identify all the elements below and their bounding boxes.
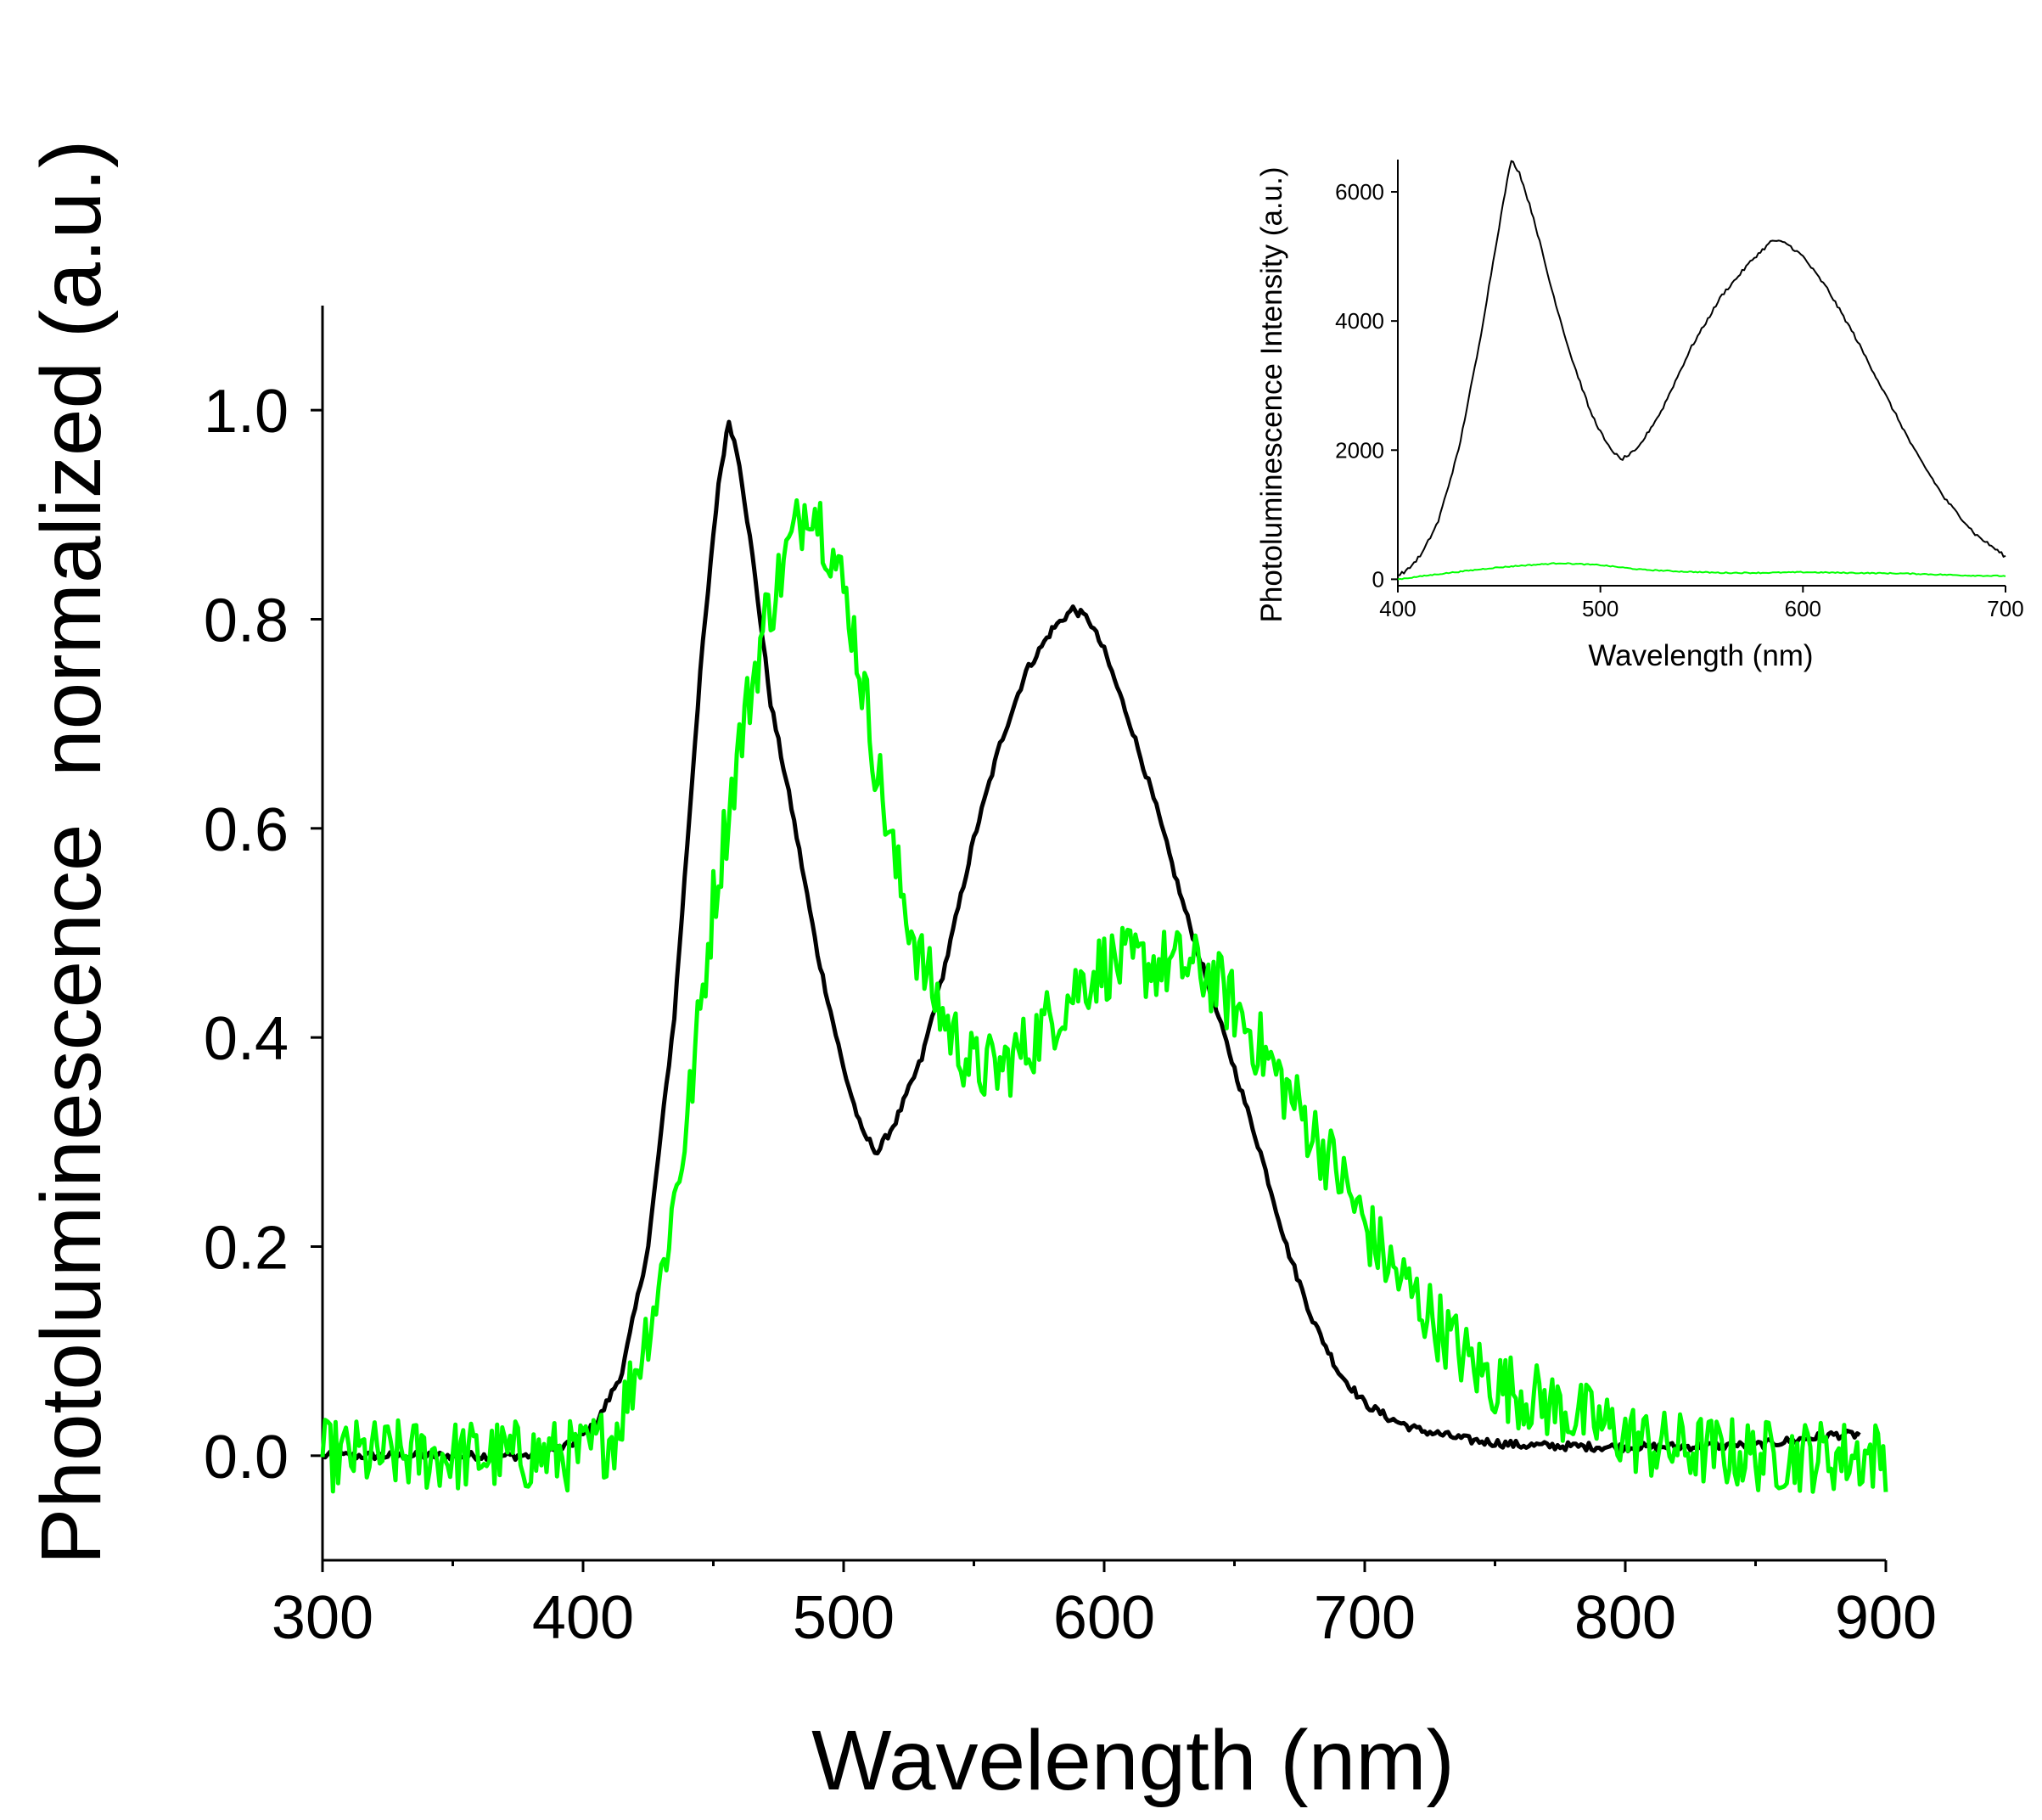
main-series-0 — [321, 419, 1861, 1463]
main-y-tick-label: 0.0 — [204, 1424, 289, 1491]
inset-y-tick-label: 2000 — [1335, 437, 1384, 463]
main-x-ticks: 300 400 500 600 700 800 900 — [272, 1560, 1937, 1652]
main-x-tick-label: 900 — [1835, 1584, 1937, 1652]
main-y-tick-label: 0.8 — [204, 587, 289, 655]
main-series-line — [321, 419, 1861, 1463]
inset-x-tick-label: 400 — [1379, 596, 1416, 621]
main-x-tick-label: 300 — [272, 1584, 373, 1652]
inset-series-0 — [1397, 160, 2006, 576]
main-x-tick-label: 800 — [1574, 1584, 1676, 1652]
inset-series — [1397, 160, 2006, 581]
inset-chart: 400 500 600 700 0 2000 4000 6000 Wavelength (n… — [1255, 160, 2024, 672]
main-y-tick-label: 0.4 — [204, 1005, 289, 1073]
inset-x-ticks: 400 500 600 700 — [1379, 586, 2024, 621]
inset-series-line — [1397, 160, 2006, 576]
main-x-tick-label: 500 — [793, 1584, 895, 1652]
main-y-ticks: 0.0 0.2 0.4 0.6 0.8 1.0 — [204, 378, 323, 1491]
main-y-tick-label: 0.6 — [204, 796, 289, 864]
inset-series-line — [1397, 562, 2006, 581]
main-y-axis-label: Photoluminescence normalized (a.u.) — [24, 140, 119, 1565]
main-y-tick-label: 0.2 — [204, 1215, 289, 1283]
inset-y-axis-label: Photoluminescence Intensity (a.u.) — [1255, 167, 1288, 623]
main-x-tick-label: 600 — [1053, 1584, 1155, 1652]
inset-series-1 — [1397, 562, 2006, 581]
main-series-1 — [320, 498, 1888, 1494]
main-x-tick-label: 700 — [1314, 1584, 1416, 1652]
main-y-tick-label: 1.0 — [204, 378, 289, 446]
inset-y-tick-label: 4000 — [1335, 308, 1384, 334]
inset-x-axis-label: Wavelength (nm) — [1588, 639, 1813, 672]
inset-y-tick-label: 6000 — [1335, 179, 1384, 205]
inset-x-tick-label: 700 — [1987, 596, 2023, 621]
main-x-axis-label: Wavelength (nm) — [811, 1713, 1455, 1808]
inset-y-tick-label: 0 — [1372, 566, 1384, 592]
main-chart: 300 400 500 600 700 800 900 0.0 0.2 0.4 0.6 0.8 1.0… — [24, 140, 1937, 1808]
inset-y-ticks: 0 2000 4000 6000 — [1335, 179, 1398, 592]
main-x-tick-label: 400 — [532, 1584, 634, 1652]
inset-x-tick-label: 500 — [1582, 596, 1618, 621]
inset-x-tick-label: 600 — [1785, 596, 1821, 621]
main-series-line — [320, 498, 1888, 1494]
main-series — [320, 419, 1888, 1494]
